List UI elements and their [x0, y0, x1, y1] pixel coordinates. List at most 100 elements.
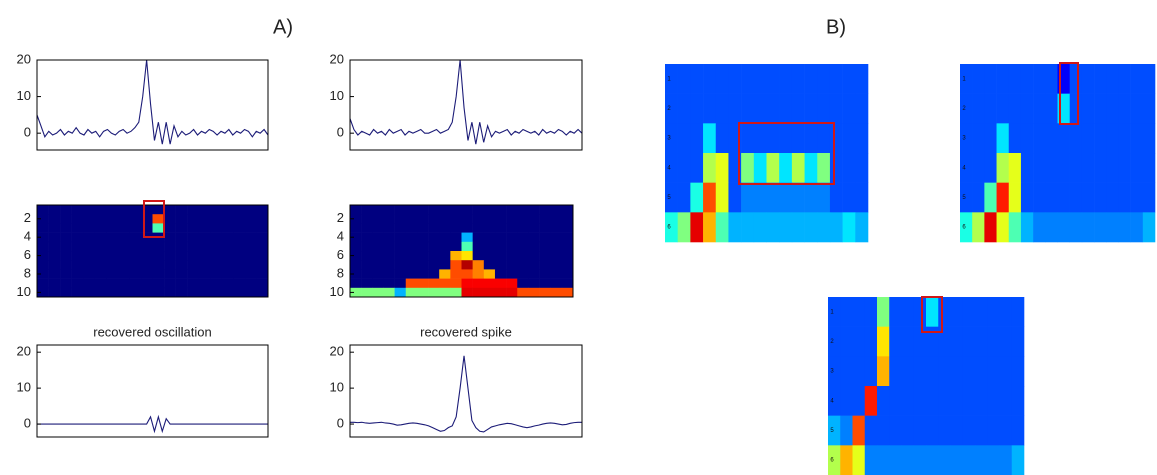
- heatmap-cell: [164, 288, 176, 298]
- heatmap-cell: [95, 233, 107, 243]
- heatmap-cell: [484, 260, 495, 270]
- heatmap-cell: [439, 279, 450, 289]
- heatmap-cell: [233, 205, 245, 215]
- heatmap-cell: [1021, 153, 1033, 183]
- heatmap-cell: [972, 212, 984, 242]
- heatmap-cell: [984, 153, 996, 183]
- heatmap-cell: [1012, 386, 1025, 416]
- heatmap-cell: [830, 153, 843, 183]
- heatmap-cell: [72, 233, 84, 243]
- heatmap-cell: [1094, 64, 1106, 94]
- heatmap-cell: [1070, 212, 1082, 242]
- heatmap-cell: [462, 214, 473, 224]
- heatmap-cell: [562, 269, 573, 279]
- panel-label: B): [826, 16, 846, 38]
- heatmap-cell: [372, 260, 383, 270]
- heatmap-cell: [372, 214, 383, 224]
- heatmap-cell: [963, 327, 976, 357]
- heatmap-cell: [1012, 445, 1025, 475]
- heatmap-cell: [439, 205, 450, 215]
- heatmap-cell: [716, 153, 729, 183]
- heatmap-cell: [889, 416, 902, 446]
- heatmap-cell: [417, 251, 428, 261]
- heatmap-cell: [1094, 183, 1106, 213]
- heatmap-cell: [997, 153, 1009, 183]
- heatmap-cell: [49, 205, 61, 215]
- heatmap-cell: [106, 205, 118, 215]
- heatmap-cell: [106, 288, 118, 298]
- heatmap-cell: [562, 205, 573, 215]
- heatmap-cell: [439, 260, 450, 270]
- heatmap-cell: [805, 153, 818, 183]
- heatmap-cell: [83, 279, 95, 289]
- heatmap-cell: [118, 260, 130, 270]
- heatmap-cell: [754, 94, 767, 124]
- heatmap-cell: [245, 288, 257, 298]
- heatmap-cell: [439, 269, 450, 279]
- heatmap-cell: [383, 223, 394, 233]
- heatmap-cell: [439, 233, 450, 243]
- heatmap-cell: [975, 297, 988, 327]
- heatmap-cell: [517, 214, 528, 224]
- heatmap-cell: [176, 214, 188, 224]
- heatmap-cell: [129, 233, 141, 243]
- heatmap-cell: [450, 251, 461, 261]
- heatmap-cell: [60, 233, 72, 243]
- heatmap-cell: [106, 269, 118, 279]
- heatmap-cell: [506, 251, 517, 261]
- heatmap-cell: [72, 251, 84, 261]
- heatmap-cell: [222, 269, 234, 279]
- heatmap-cell: [164, 279, 176, 289]
- heatmap-cell: [1106, 94, 1118, 124]
- heatmap-cell: [551, 242, 562, 252]
- heatmap-cell: [540, 251, 551, 261]
- heatmap-cell: [1094, 94, 1106, 124]
- heatmap-cell: [551, 279, 562, 289]
- heatmap-cell: [951, 386, 964, 416]
- heatmap-cell: [805, 212, 818, 242]
- y-tick-label: 10: [17, 88, 31, 103]
- heatmap-cell: [1021, 64, 1033, 94]
- heatmap-cell: [153, 251, 165, 261]
- heatmap-cell: [997, 212, 1009, 242]
- heatmap-cell: [199, 223, 211, 233]
- heatmap-cell: [395, 214, 406, 224]
- heatmap-cell: [199, 233, 211, 243]
- heatmap-cell: [840, 356, 853, 386]
- heatmap-cell: [383, 214, 394, 224]
- heatmap-cell: [855, 123, 868, 153]
- heatmap-cell: [865, 356, 878, 386]
- y-tick-label: 10: [330, 88, 344, 103]
- heatmap-cell: [187, 205, 199, 215]
- heatmap-cell: [176, 279, 188, 289]
- heatmap-cell: [245, 251, 257, 261]
- y-tick-label: 20: [17, 344, 31, 359]
- heatmap-cell: [754, 183, 767, 213]
- heatmap-cell: [118, 223, 130, 233]
- heatmap-cell: [450, 223, 461, 233]
- heatmap-cell: [853, 445, 866, 475]
- heatmap-cell: [222, 205, 234, 215]
- heatmap-cell: [540, 242, 551, 252]
- heatmap-cell: [72, 269, 84, 279]
- heatmap-cell: [37, 260, 49, 270]
- heatmap-cell: [462, 242, 473, 252]
- heatmap-cell: [83, 269, 95, 279]
- heatmap-cell: [372, 251, 383, 261]
- heatmap-cell: [187, 269, 199, 279]
- heatmap-cell: [222, 223, 234, 233]
- heatmap-cell: [417, 288, 428, 298]
- heatmap-cell: [83, 242, 95, 252]
- heatmap-cell: [118, 214, 130, 224]
- heatmap-cell: [60, 242, 72, 252]
- heatmap-cell: [963, 356, 976, 386]
- heatmap-cell: [395, 233, 406, 243]
- heatmap-cell: [540, 205, 551, 215]
- heatmap-cell: [855, 64, 868, 94]
- heatmap-cell: [817, 94, 830, 124]
- heatmap-cell: [141, 214, 153, 224]
- panel-label: A): [273, 16, 293, 38]
- heatmap-cell: [210, 233, 222, 243]
- heatmap-cell: [383, 233, 394, 243]
- heatmap-cell: [889, 356, 902, 386]
